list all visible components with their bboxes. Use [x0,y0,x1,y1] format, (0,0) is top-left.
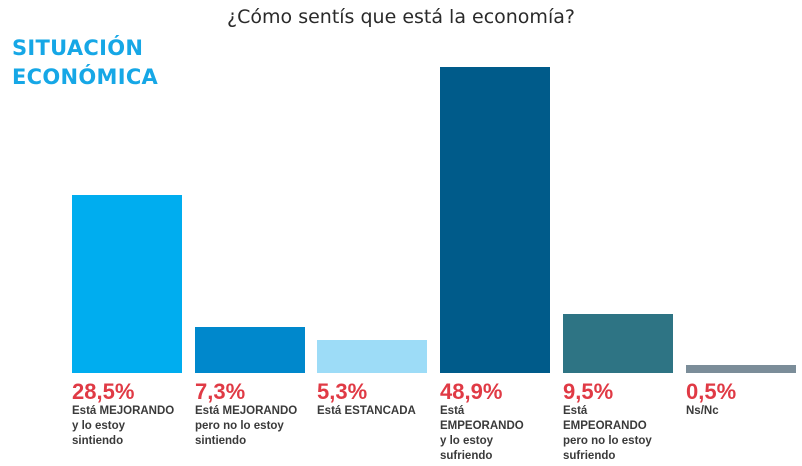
bar-category-label-5: Está EMPEORANDO pero no lo estoy sufriendo [563,404,683,464]
category-label-line: Está ESTANCADA [317,405,416,417]
category-label-line: Está MEJORANDO [72,405,175,417]
category-label-line: y lo estoy [440,435,494,447]
category-label-line: pero no lo estoy [563,435,652,447]
bar-value-label-6: 0,5% [686,379,737,404]
bar-value-label-2: 7,3% [195,379,246,404]
category-label-line: sintiendo [72,435,124,447]
chart-title: ¿Cómo sentís que está la economía? [227,6,575,28]
bar-category-label-3: Está ESTANCADA [317,404,437,419]
category-label-line: y lo estoy [72,420,126,432]
bar-category-label-4: Está EMPEORANDO y lo estoy sufriendo [440,404,560,464]
section-label: SITUACIÓN ECONÓMICA [12,34,212,92]
category-label-line: EMPEORANDO [563,420,647,432]
bar-value-label-4: 48,9% [440,379,503,404]
category-label-line: pero no lo estoy [195,420,284,432]
category-label-line: sufriendo [563,450,616,462]
category-label-line: sufriendo [440,450,493,462]
bar-category-label-1: Está MEJORANDO y lo estoy sintiendo [72,404,192,449]
section-label-line-2: ECONÓMICA [12,65,159,89]
category-label-line: sintiendo [195,435,247,447]
bar-value-label-1: 28,5% [72,379,135,404]
category-label-line: Ns/Nc [686,405,719,417]
bar-4 [440,67,550,373]
category-label-line: Está [440,405,465,417]
category-label-line: EMPEORANDO [440,420,524,432]
section-label-line-1: SITUACIÓN [12,36,144,60]
bar-5 [563,314,673,373]
category-label-line: Está MEJORANDO [195,405,298,417]
bar-3 [317,340,427,373]
bar-value-label-5: 9,5% [563,379,614,404]
bar-6 [686,365,796,373]
category-label-line: Está [563,405,588,417]
bar-category-label-6: Ns/Nc [686,404,802,419]
bar-value-label-3: 5,3% [317,379,368,404]
bar-2 [195,327,305,373]
bar-category-label-2: Está MEJORANDO pero no lo estoy sintiendo [195,404,315,449]
bar-1 [72,195,182,373]
